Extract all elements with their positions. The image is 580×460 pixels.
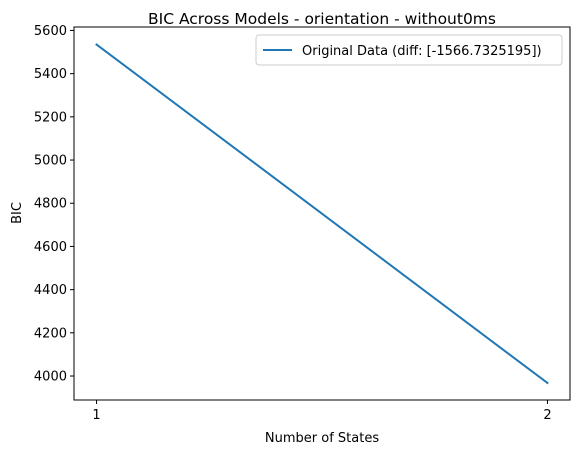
series-line-0 bbox=[95, 43, 549, 385]
y-tick-label: 4200 bbox=[34, 326, 67, 341]
y-tick-label: 5600 bbox=[34, 24, 67, 39]
y-tick-label: 4400 bbox=[34, 283, 67, 298]
y-tick-label: 5000 bbox=[34, 154, 67, 169]
y-tick-label: 4800 bbox=[34, 197, 67, 212]
legend-label: Original Data (diff: [-1566.7325195]) bbox=[302, 44, 542, 59]
plot-frame bbox=[73, 26, 571, 401]
series-layer bbox=[95, 43, 549, 385]
x-tick-label: 1 bbox=[92, 408, 100, 423]
x-tick-label: 2 bbox=[543, 408, 551, 423]
x-axis-label: Number of States bbox=[265, 431, 379, 446]
y-tick-label: 4600 bbox=[34, 240, 67, 255]
y-tick-label: 5400 bbox=[34, 67, 67, 82]
chart-title: BIC Across Models - orientation - withou… bbox=[148, 10, 496, 28]
y-tick-label: 5200 bbox=[34, 110, 67, 125]
y-tick-label: 4000 bbox=[34, 370, 67, 385]
y-axis-label: BIC bbox=[10, 202, 25, 224]
legend: Original Data (diff: [-1566.7325195]) bbox=[255, 34, 563, 66]
y-axis-ticks: 4000 4200 4400 4600 4800 5000 5200 5400 5600 bbox=[34, 24, 74, 385]
legend-box bbox=[255, 34, 563, 66]
